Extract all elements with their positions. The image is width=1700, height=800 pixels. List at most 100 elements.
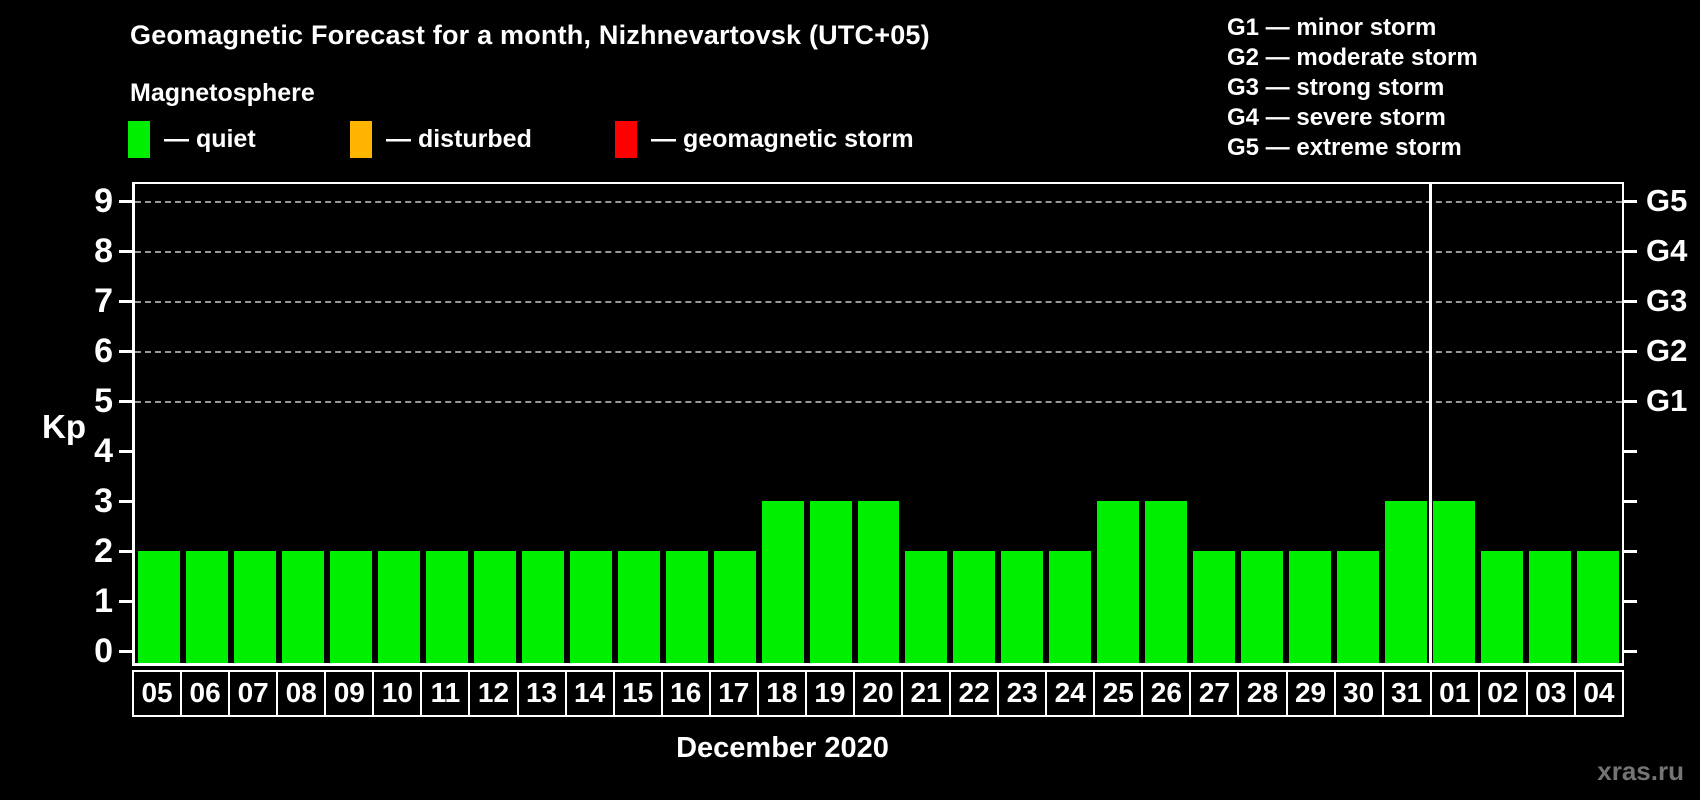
- g-scale-label-g1: G1: [1646, 383, 1688, 418]
- month-label: December 2020: [676, 732, 889, 764]
- left-tick-kp-8: [119, 250, 132, 253]
- day-label-14: 14: [564, 670, 615, 717]
- kp-bar-day-11: [425, 551, 468, 663]
- left-tick-kp-4: [119, 450, 132, 453]
- kp-bar-day-21: [905, 551, 948, 663]
- right-tick-kp-6: [1624, 350, 1637, 353]
- kp-bar-day-08: [281, 551, 324, 663]
- y-tick-label-8: 8: [94, 232, 113, 270]
- kp-bar-day-27: [1193, 551, 1236, 663]
- kp-bar-day-13: [521, 551, 564, 663]
- day-label-25: 25: [1093, 670, 1144, 717]
- kp-bar-day-20: [857, 501, 900, 663]
- kp-bar-day-03: [1529, 551, 1572, 663]
- day-label-29: 29: [1285, 670, 1336, 717]
- kp-bar-day-10: [377, 551, 420, 663]
- kp-bar-day-22: [953, 551, 996, 663]
- right-tick-kp-9: [1624, 200, 1637, 203]
- day-label-17: 17: [708, 670, 759, 717]
- storm-scale-line-3: G3 — strong storm: [1227, 74, 1445, 101]
- left-tick-kp-9: [119, 200, 132, 203]
- day-label-30: 30: [1333, 670, 1384, 717]
- day-label-15: 15: [612, 670, 663, 717]
- magnetosphere-label: Magnetosphere: [130, 79, 315, 107]
- kp-bar-day-16: [665, 551, 708, 663]
- day-label-09: 09: [324, 670, 375, 717]
- legend-item-quiet: — quiet: [128, 120, 256, 158]
- day-label-28: 28: [1237, 670, 1288, 717]
- day-label-26: 26: [1141, 670, 1192, 717]
- plot-area: 0 1 2 3 4 5 6 7 8 9 G5 G4 G3 G2 G1: [94, 182, 1687, 670]
- day-label-02: 02: [1477, 670, 1528, 717]
- right-tick-kp-7: [1624, 300, 1637, 303]
- day-label-12: 12: [468, 670, 519, 717]
- right-tick-kp-2: [1624, 550, 1637, 553]
- day-label-11: 11: [420, 670, 471, 717]
- storm-scale-legend: G1 — minor storm G2 — moderate storm G3 — …: [1227, 13, 1478, 163]
- day-label-20: 20: [852, 670, 903, 717]
- watermark: xras.ru: [1597, 756, 1684, 786]
- g-scale-label-g4: G4: [1646, 233, 1688, 268]
- page-title: Geomagnetic Forecast for a month, Nizhne…: [130, 20, 930, 50]
- day-label-19: 19: [804, 670, 855, 717]
- legend-label-disturbed: — disturbed: [386, 124, 532, 153]
- left-tick-kp-3: [119, 500, 132, 503]
- kp-bar-day-23: [1001, 551, 1044, 663]
- day-label-27: 27: [1189, 670, 1240, 717]
- left-tick-kp-2: [119, 550, 132, 553]
- kp-bar-day-19: [809, 501, 852, 663]
- day-label-31: 31: [1381, 670, 1432, 717]
- kp-bar-day-24: [1049, 551, 1092, 663]
- kp-bar-day-12: [473, 551, 516, 663]
- legend-swatch-quiet: [128, 120, 150, 158]
- kp-bar-day-18: [761, 501, 804, 663]
- kp-bar-day-09: [329, 551, 372, 663]
- gridline-kp-8: [135, 251, 1622, 253]
- kp-bar-day-04: [1577, 551, 1619, 663]
- day-label-05: 05: [132, 670, 183, 717]
- kp-bar-day-31: [1385, 501, 1428, 663]
- y-tick-label-5: 5: [94, 382, 113, 420]
- left-tick-kp-5: [119, 400, 132, 403]
- legend-swatch-geomagnetic-storm: [615, 120, 637, 158]
- kp-bar-day-05: [138, 551, 180, 663]
- kp-bar-day-30: [1337, 551, 1380, 663]
- month-boundary-line: [1429, 184, 1433, 663]
- right-tick-kp-4: [1624, 450, 1637, 453]
- day-label-21: 21: [901, 670, 952, 717]
- legend-label-geomagnetic-storm: — geomagnetic storm: [651, 124, 914, 153]
- day-label-01: 01: [1429, 670, 1480, 717]
- left-tick-kp-1: [119, 600, 132, 603]
- gridline-kp-5: [135, 401, 1622, 403]
- right-tick-kp-5: [1624, 400, 1637, 403]
- kp-bar-day-28: [1241, 551, 1284, 663]
- kp-bar-day-06: [185, 551, 228, 663]
- kp-bar-day-17: [713, 551, 756, 663]
- kp-bar-day-14: [569, 551, 612, 663]
- y-tick-label-2: 2: [94, 532, 113, 570]
- day-label-04: 04: [1573, 670, 1624, 717]
- storm-scale-line-4: G4 — severe storm: [1227, 104, 1446, 131]
- gridline-kp-6: [135, 351, 1622, 353]
- g-scale-label-g2: G2: [1646, 333, 1688, 368]
- day-label-18: 18: [756, 670, 807, 717]
- day-label-06: 06: [180, 670, 231, 717]
- day-label-07: 07: [228, 670, 279, 717]
- right-tick-kp-1: [1624, 600, 1637, 603]
- y-tick-label-4: 4: [94, 432, 113, 470]
- right-tick-kp-3: [1624, 500, 1637, 503]
- legend-label-quiet: — quiet: [164, 124, 256, 153]
- gridline-kp-7: [135, 301, 1622, 303]
- kp-bar-day-15: [617, 551, 660, 663]
- day-label-16: 16: [660, 670, 711, 717]
- kp-bar-day-29: [1289, 551, 1332, 663]
- y-tick-label-0: 0: [94, 632, 113, 670]
- left-tick-kp-6: [119, 350, 132, 353]
- day-axis: 05 06 07 08 09 10 11 12 13 14 15 16 17 18 19 20 21 22 23 24…: [132, 670, 1624, 717]
- kp-bar-day-07: [233, 551, 276, 663]
- y-tick-label-3: 3: [94, 482, 113, 520]
- day-label-03: 03: [1525, 670, 1576, 717]
- kp-axis-label: Kp: [42, 408, 86, 445]
- storm-scale-line-2: G2 — moderate storm: [1227, 44, 1478, 71]
